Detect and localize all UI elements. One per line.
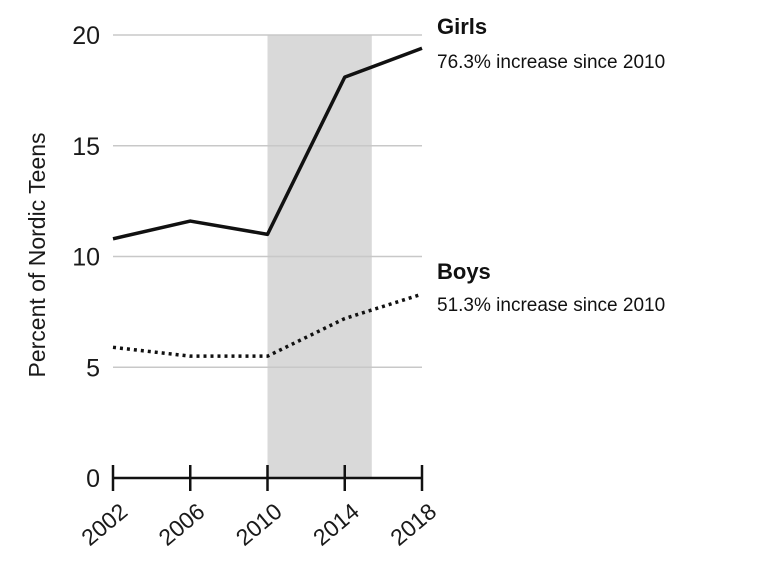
boys-series-label: Boys bbox=[437, 259, 491, 284]
girls-line bbox=[112, 46, 423, 241]
girls-series-label: Girls bbox=[437, 14, 487, 39]
y-axis-title: Percent of Nordic Teens bbox=[24, 132, 50, 377]
y-tick-label: 10 bbox=[72, 244, 100, 272]
y-tick-label: 5 bbox=[86, 354, 100, 382]
x-tick-label: 2006 bbox=[154, 498, 210, 551]
y-tick-label: 20 bbox=[72, 22, 100, 50]
x-tick-label: 2018 bbox=[385, 498, 441, 551]
y-tick-label: 15 bbox=[72, 133, 100, 161]
y-tick-labels: 0 5 10 15 20 bbox=[72, 22, 100, 493]
x-tick-label: 2002 bbox=[76, 498, 132, 551]
x-tick-labels: 2002 2006 2010 2014 2018 bbox=[76, 498, 441, 551]
girls-increase-annotation: 76.3% increase since 2010 bbox=[437, 52, 665, 73]
x-axis bbox=[111, 465, 424, 491]
boys-increase-annotation: 51.3% increase since 2010 bbox=[437, 295, 665, 316]
x-tick-label: 2010 bbox=[231, 498, 287, 551]
gridlines bbox=[113, 34, 422, 368]
x-tick-label: 2014 bbox=[308, 498, 364, 551]
y-tick-label: 0 bbox=[86, 465, 100, 493]
boys-line bbox=[112, 292, 423, 358]
series-lines bbox=[112, 46, 423, 358]
